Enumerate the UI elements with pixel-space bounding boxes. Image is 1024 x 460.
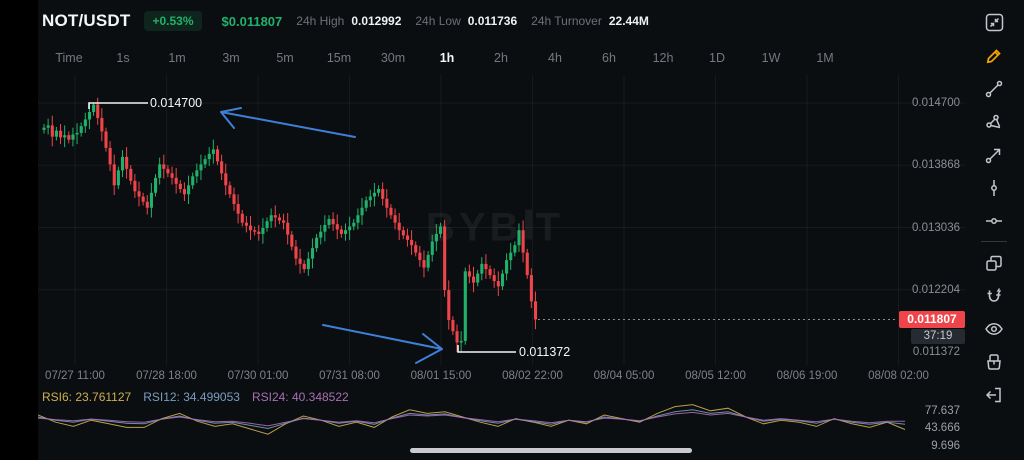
low-annotation-label: 0.011372 [519,345,571,359]
trend-line-icon[interactable] [977,72,1011,105]
countdown-badge: 37:19 [911,328,965,344]
high-value: 0.012992 [351,14,402,28]
rsi-tick: 43.666 [924,422,960,435]
trading-app: NOT/USDT +0.53% $0.011807 24h High 0.012… [37,0,1024,460]
drawing-toolbar [964,0,1024,460]
tab-1w[interactable]: 1W [761,51,781,65]
tab-1s[interactable]: 1s [116,51,130,65]
exit-fullscreen-icon[interactable] [977,6,1011,39]
price-tick: 0.013868 [912,159,960,172]
time-tick: 08/02 22:00 [502,370,563,382]
rsi-tick: 77.637 [924,404,960,417]
turnover-label: 24h Turnover [531,14,602,28]
pitchfork-icon[interactable] [977,105,1011,138]
low-value: 0.011736 [467,14,518,28]
price-tick: 0.011372 [912,346,960,358]
tab-1m[interactable]: 1M [816,51,834,65]
tab-12h[interactable]: 12h [652,51,674,65]
pencil-icon[interactable] [977,39,1011,72]
tab-time[interactable]: Time [55,51,83,65]
layers-icon[interactable] [977,246,1011,279]
eye-icon[interactable] [977,312,1011,345]
tab-1d[interactable]: 1D [709,51,725,65]
price-chart[interactable]: BYB T 0.014700 0.013868 0.013036 0.012204 0.0… [38,75,965,390]
rsi-tick: 9.696 [931,439,960,452]
change-badge: +0.53% [144,11,202,31]
rsi-label-rsi6: RSI6: 23.761127 [42,390,132,404]
time-tick: 08/01 15:00 [410,370,472,382]
time-tick: 07/31 08:00 [319,370,380,382]
current-price-badge: 0.011807 [899,310,965,328]
tab-15m[interactable]: 15m [326,51,352,65]
price-tick: 0.014700 [912,97,960,109]
pair-title: NOT/USDT [42,11,131,30]
stat-turnover: 24h Turnover 22.44M [531,14,649,28]
low-label: 24h Low [415,14,461,28]
tab-2h[interactable]: 2h [494,51,508,65]
time-tick: 08/08 02:00 [868,370,929,382]
vertical-line-icon[interactable] [977,171,1011,204]
high-label: 24h High [296,14,345,28]
time-tick: 08/05 12:00 [685,370,746,382]
rsi-label-rsi24: RSI24: 40.348522 [251,390,349,404]
tab-6h[interactable]: 6h [602,51,616,65]
time-tick: 08/04 05:00 [593,370,655,382]
tab-30m[interactable]: 30m [380,51,406,65]
horizontal-line-icon[interactable] [977,204,1011,237]
arrow-line-icon[interactable] [977,138,1011,171]
tab-1h[interactable]: 1h [439,51,455,65]
timeframe-tabs: Time 1s 1m 3m 5m 15m 30m 1h 2h 4h 6h 12h 1D 1W 1M [42,46,922,70]
watermark-bar [525,209,533,239]
time-tick: 07/27 11:00 [45,370,105,382]
price-tick: 0.013036 [912,221,960,234]
turnover-value: 22.44M [608,14,649,28]
tab-1m[interactable]: 1m [168,51,186,65]
high-annotation-label: 0.014700 [150,96,203,110]
rsi-panel[interactable]: RSI6: 23.761127 RSI12: 34.499053 RSI24: 40… [37,388,965,452]
time-tick: 07/30 01:00 [227,370,289,382]
tab-3m[interactable]: 3m [222,51,240,65]
tab-5m[interactable]: 5m [276,51,294,65]
header: NOT/USDT +0.53% $0.011807 24h High 0.012… [42,8,649,34]
rsi-readings: RSI6: 23.761127 RSI12: 34.499053 RSI24: 40… [42,390,349,404]
time-tick: 07/28 18:00 [136,370,197,382]
home-indicator[interactable] [410,448,692,453]
price-tick: 0.012204 [912,283,960,296]
toolbar-divider [981,241,1007,242]
time-tick: 08/06 19:00 [776,370,838,382]
exit-icon[interactable] [977,378,1011,411]
candlestick-canvas[interactable] [38,75,965,390]
bybit-watermark: BYB T [426,205,564,250]
stat-high: 24h High 0.012992 [296,14,401,28]
rsi-label-rsi12: RSI12: 34.499053 [143,390,240,404]
tab-4h[interactable]: 4h [548,51,562,65]
stat-low: 24h Low 0.011736 [415,14,517,28]
rsi-canvas [37,404,906,435]
last-price: $0.011807 [221,13,283,29]
magnet-icon[interactable] [977,279,1011,312]
brush-icon[interactable] [977,345,1011,378]
